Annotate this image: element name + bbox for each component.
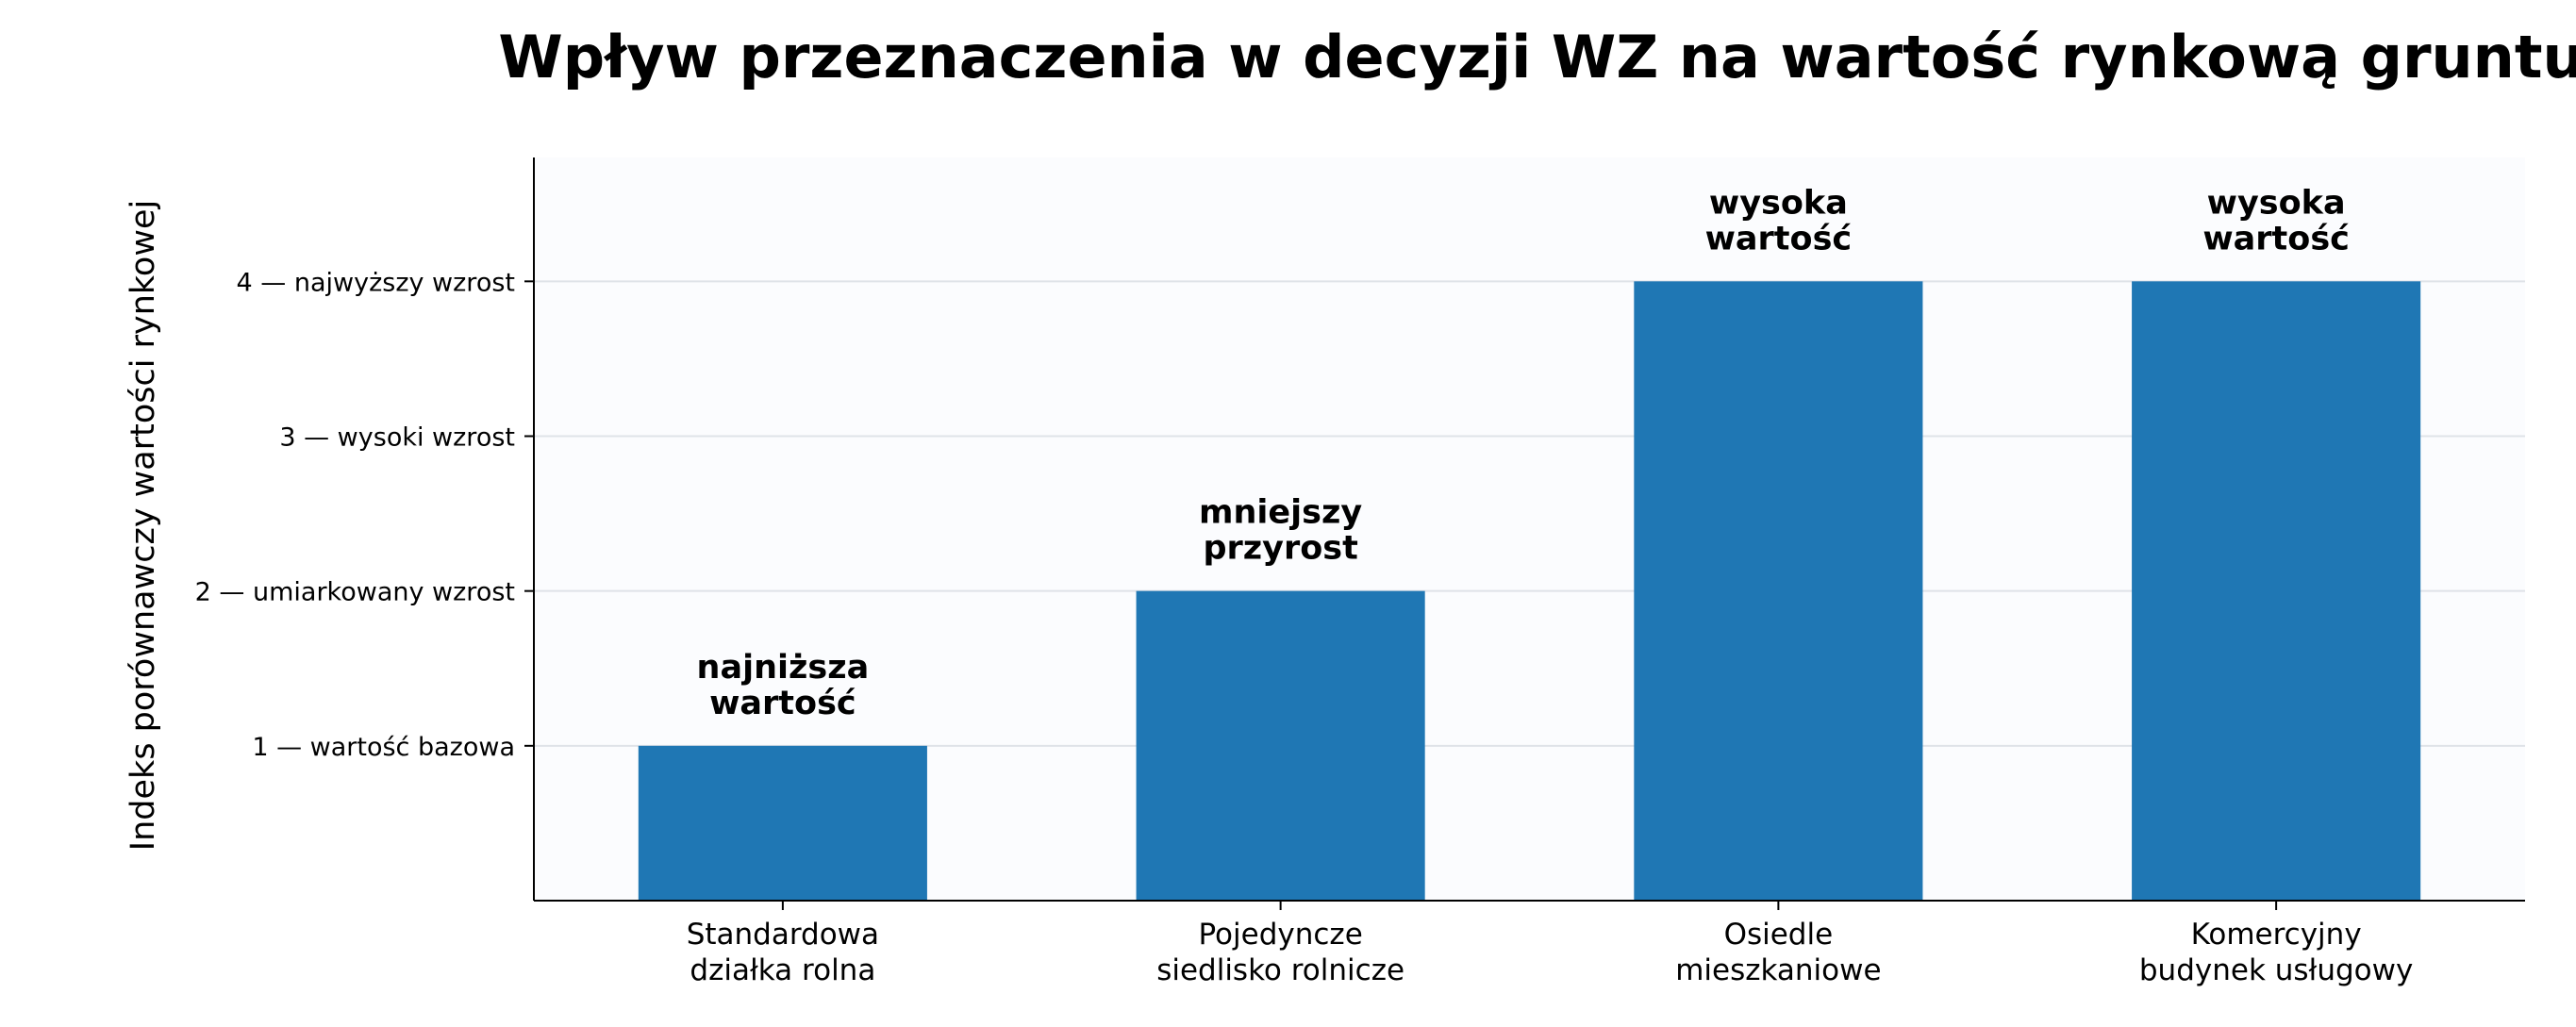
x-ticks: Standardowa działka rolna Pojedyncze siedli… bbox=[687, 901, 2413, 987]
data-label: wysoka wartość bbox=[1705, 184, 1853, 257]
chart-title: Wpływ przeznaczenia w decyzji WZ na wart… bbox=[498, 23, 2576, 91]
data-label: mniejszy przyrost bbox=[1199, 494, 1362, 568]
y-ticks: 1 — wartość bazowa 2 — umiarkowany wzrost… bbox=[195, 268, 534, 762]
bar bbox=[1634, 281, 1923, 901]
data-label: wysoka wartość bbox=[2202, 184, 2350, 257]
bars bbox=[638, 281, 2421, 901]
y-tick-label: 1 — wartość bazowa bbox=[252, 733, 515, 762]
bar bbox=[1136, 590, 1425, 901]
y-axis-label: Indeks porównawczy wartości rynkowej bbox=[125, 200, 162, 851]
data-labels: najniższa wartość mniejszy przyrost wysoka wa… bbox=[697, 184, 2350, 722]
x-tick-label: Standardowa działka rolna bbox=[687, 918, 879, 987]
x-tick-label: Komercyjny budynek usługowy bbox=[2139, 918, 2413, 987]
y-tick-label: 3 — wysoki wzrost bbox=[279, 423, 515, 453]
data-label: najniższa wartość bbox=[697, 649, 870, 722]
x-tick-label: Osiedle mieszkaniowe bbox=[1675, 918, 1881, 987]
y-tick-label: 4 — najwyższy wzrost bbox=[237, 268, 515, 297]
x-tick-label: Pojedyncze siedlisko rolnicze bbox=[1156, 918, 1404, 987]
bar bbox=[2132, 281, 2421, 901]
y-tick-label: 2 — umiarkowany wzrost bbox=[195, 578, 515, 607]
bar bbox=[638, 745, 927, 901]
